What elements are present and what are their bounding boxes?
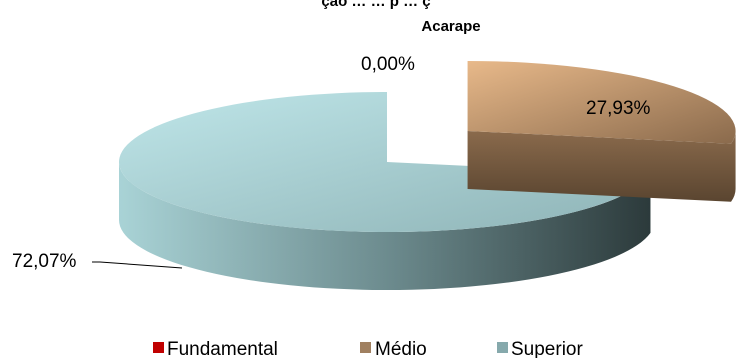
leader-line-superior — [92, 261, 183, 269]
data-label-fundamental: 0,00% — [361, 54, 415, 75]
pie-slice-medio-top — [467, 60, 736, 144]
pie-slice-superior — [118, 92, 651, 291]
legend-swatch-superior — [497, 342, 508, 353]
legend-swatch-fundamental — [153, 342, 164, 353]
pie-slice-medio — [467, 60, 736, 202]
data-label-medio: 27,93% — [586, 98, 651, 119]
legend-label-fundamental: Fundamental — [167, 339, 278, 358]
legend-label-superior: Superior — [511, 339, 583, 358]
legend: Fundamental Médio Superior — [153, 339, 583, 358]
chart-title-line-2: Acarape — [421, 18, 480, 35]
chart-title-line-1: ção … … p … ç — [321, 0, 430, 10]
legend-label-medio: Médio — [375, 339, 427, 358]
legend-swatch-medio — [360, 342, 371, 353]
data-label-superior: 72,07% — [12, 251, 77, 272]
pie-slice-medio-side — [467, 130, 736, 202]
pie-slice-superior-side — [119, 92, 651, 291]
pie-slice-superior-top — [118, 92, 651, 232]
